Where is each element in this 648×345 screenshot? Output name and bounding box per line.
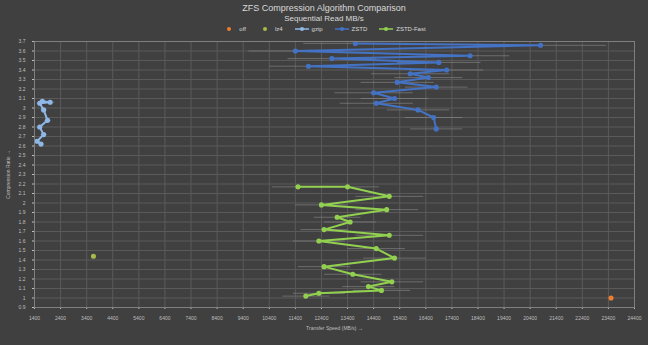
svg-text:24400: 24400 <box>628 315 642 321</box>
svg-text:2.5: 2.5 <box>19 152 26 158</box>
svg-text:2.8: 2.8 <box>19 124 26 130</box>
html-text:off: off <box>239 26 246 32</box>
svg-text:8400: 8400 <box>212 315 223 321</box>
svg-text:2: 2 <box>23 200 26 206</box>
svg-text:3.7: 3.7 <box>19 38 26 44</box>
svg-text:1.3: 1.3 <box>19 266 26 272</box>
svg-text:6400: 6400 <box>159 315 170 321</box>
svg-text:17400: 17400 <box>445 315 459 321</box>
html-text:gzip: gzip <box>311 26 323 32</box>
svg-text:1.2: 1.2 <box>19 276 26 282</box>
svg-text:23400: 23400 <box>601 315 615 321</box>
svg-text:7400: 7400 <box>185 315 196 321</box>
svg-text:2.3: 2.3 <box>19 171 26 177</box>
svg-text:12400: 12400 <box>315 315 329 321</box>
svg-text:Transfer Speed (MB/s) →: Transfer Speed (MB/s) → <box>306 325 363 331</box>
svg-text:1.9: 1.9 <box>19 209 26 215</box>
svg-text:10400: 10400 <box>262 315 276 321</box>
html-text:ZSTD-Fast: ZSTD-Fast <box>396 26 426 32</box>
svg-text:1: 1 <box>23 295 26 301</box>
svg-text:3.5: 3.5 <box>19 57 26 63</box>
html-text:lz4: lz4 <box>274 26 283 32</box>
svg-text:19400: 19400 <box>497 315 511 321</box>
svg-text:15400: 15400 <box>393 315 407 321</box>
svg-text:2.9: 2.9 <box>19 114 26 120</box>
svg-text:3.2: 3.2 <box>19 86 26 92</box>
svg-text:1.5: 1.5 <box>19 247 26 253</box>
svg-text:1.6: 1.6 <box>19 238 26 244</box>
svg-text:1.7: 1.7 <box>19 228 26 234</box>
svg-text:3.1: 3.1 <box>19 95 26 101</box>
svg-text:3: 3 <box>23 105 26 111</box>
svg-text:3.6: 3.6 <box>19 48 26 54</box>
svg-text:22400: 22400 <box>575 315 589 321</box>
svg-text:21400: 21400 <box>549 315 563 321</box>
svg-text:20400: 20400 <box>523 315 537 321</box>
svg-text:14400: 14400 <box>367 315 381 321</box>
svg-text:2.1: 2.1 <box>19 190 26 196</box>
svg-text:3.4: 3.4 <box>19 67 26 73</box>
svg-text:4400: 4400 <box>107 315 118 321</box>
svg-text:2.2: 2.2 <box>19 181 26 187</box>
html-text:ZFS Compression Algorithm Comp: ZFS Compression Algorithm Comparison <box>242 3 406 13</box>
svg-text:5400: 5400 <box>133 315 144 321</box>
html-text:Sequential Read MB/s: Sequential Read MB/s <box>284 14 364 23</box>
svg-text:1.4: 1.4 <box>19 257 26 263</box>
svg-text:3.3: 3.3 <box>19 76 26 82</box>
svg-text:2400: 2400 <box>55 315 66 321</box>
svg-text:1.8: 1.8 <box>19 219 26 225</box>
svg-text:Compression Ratio →: Compression Ratio → <box>5 150 11 199</box>
svg-text:2.4: 2.4 <box>19 162 26 168</box>
svg-text:3400: 3400 <box>81 315 92 321</box>
svg-text:11400: 11400 <box>289 315 303 321</box>
html-text:ZSTD: ZSTD <box>351 26 368 32</box>
svg-text:16400: 16400 <box>419 315 433 321</box>
svg-text:2.6: 2.6 <box>19 143 26 149</box>
svg-text:18400: 18400 <box>471 315 485 321</box>
svg-text:9400: 9400 <box>238 315 249 321</box>
svg-text:13400: 13400 <box>341 315 355 321</box>
svg-text:1.1: 1.1 <box>19 285 26 291</box>
svg-text:1400: 1400 <box>29 315 40 321</box>
svg-text:0.9: 0.9 <box>19 304 26 310</box>
svg-text:2.7: 2.7 <box>19 133 26 139</box>
